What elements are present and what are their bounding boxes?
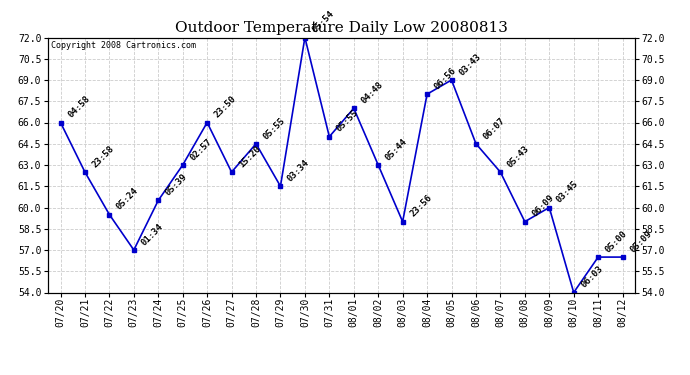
Text: 05:09: 05:09 <box>628 229 653 254</box>
Text: 05:54: 05:54 <box>310 9 336 35</box>
Text: 23:56: 23:56 <box>408 194 433 219</box>
Text: 06:07: 06:07 <box>482 116 507 141</box>
Text: 05:43: 05:43 <box>506 144 531 169</box>
Text: 05:44: 05:44 <box>384 137 409 162</box>
Text: 15:20: 15:20 <box>237 144 262 169</box>
Text: 04:48: 04:48 <box>359 80 385 105</box>
Text: 05:55: 05:55 <box>335 108 360 134</box>
Text: 03:45: 03:45 <box>555 179 580 205</box>
Text: 05:55: 05:55 <box>262 116 287 141</box>
Text: 05:24: 05:24 <box>115 186 140 212</box>
Text: 06:03: 06:03 <box>580 264 604 290</box>
Title: Outdoor Temperature Daily Low 20080813: Outdoor Temperature Daily Low 20080813 <box>175 21 508 35</box>
Text: 23:50: 23:50 <box>213 94 238 120</box>
Text: 23:58: 23:58 <box>90 144 116 169</box>
Text: 03:43: 03:43 <box>457 52 482 77</box>
Text: Copyright 2008 Cartronics.com: Copyright 2008 Cartronics.com <box>51 41 196 50</box>
Text: 05:39: 05:39 <box>164 172 189 198</box>
Text: 05:00: 05:00 <box>604 229 629 254</box>
Text: 04:58: 04:58 <box>66 94 92 120</box>
Text: 01:34: 01:34 <box>139 222 165 247</box>
Text: 02:57: 02:57 <box>188 137 214 162</box>
Text: 03:34: 03:34 <box>286 158 311 183</box>
Text: 06:56: 06:56 <box>433 66 458 92</box>
Text: 06:09: 06:09 <box>531 194 555 219</box>
